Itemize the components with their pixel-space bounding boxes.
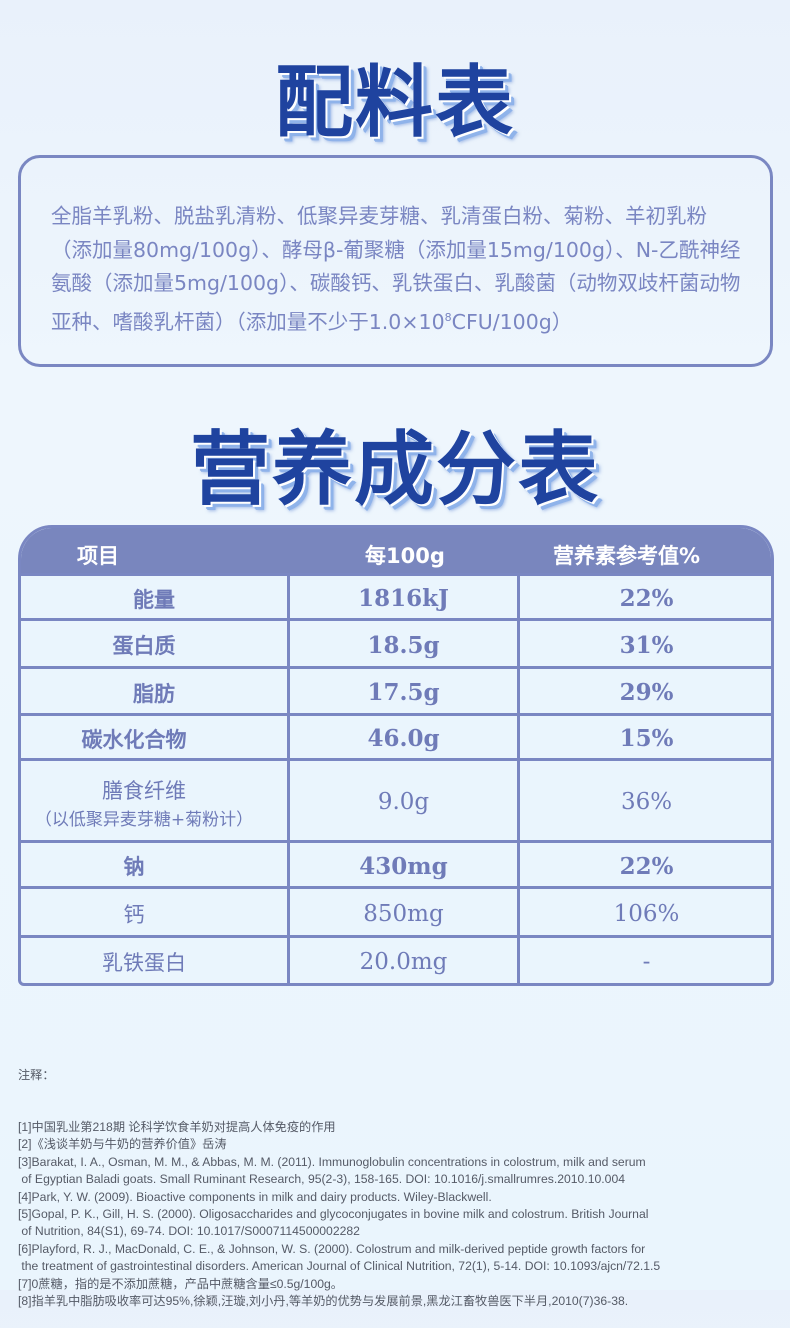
item-note: （以低聚异麦芽糖+菊粉计） xyxy=(34,809,254,830)
amount-cell: 1816kJ xyxy=(287,576,517,621)
item-cell: 蛋白质 xyxy=(21,621,287,669)
item-cell: 脂肪 xyxy=(21,669,287,716)
nrv-cell: 15% xyxy=(517,716,771,761)
item-name: 膳食纤维 xyxy=(102,778,186,803)
table-row: 钙 850mg 106% xyxy=(21,886,771,938)
item-name: 钠 xyxy=(123,855,145,879)
ingredients-tail: CFU/100g） xyxy=(451,309,573,334)
table-row: 碳水化合物 46.0g 15% xyxy=(21,713,771,761)
item-cell: 钠 xyxy=(21,843,287,889)
footnote: [7]0蔗糖，指的是不添加蔗糖，产品中蔗糖含量≤0.5g/100g。 xyxy=(18,1276,343,1291)
amount-cell: 17.5g xyxy=(287,669,517,716)
amount-cell: 850mg xyxy=(287,889,517,938)
amount-cell: 9.0g xyxy=(287,761,517,843)
item-name: 钙 xyxy=(123,902,145,927)
table-row: 能量 1816kJ 22% xyxy=(21,573,771,621)
ingredients-box: 全脂羊乳粉、脱盐乳清粉、低聚异麦芽糖、乳清蛋白粉、菊粉、羊初乳粉（添加量80mg… xyxy=(18,155,773,367)
item-cell: 碳水化合物 xyxy=(21,716,287,761)
table-row: 蛋白质 18.5g 31% xyxy=(21,618,771,669)
footnote: [5]Gopal, P. K., Gill, H. S. (2000). Oli… xyxy=(18,1207,649,1239)
item-name: 脂肪 xyxy=(133,681,175,706)
amount-cell: 46.0g xyxy=(287,716,517,761)
footnotes: 注释： [1]中国乳业第218期 论科学饮食羊奶对提高人体免疫的作用 [2]《浅谈… xyxy=(18,1032,788,1328)
nutrition-title: 营养成分表 xyxy=(190,423,600,516)
table-row: 乳铁蛋白 20.0mg - xyxy=(21,935,771,983)
nrv-cell: 29% xyxy=(517,669,771,716)
header-per-100g: 每100g xyxy=(365,544,445,568)
ingredients-text: 全脂羊乳粉、脱盐乳清粉、低聚异麦芽糖、乳清蛋白粉、菊粉、羊初乳粉（添加量80mg… xyxy=(51,204,741,334)
item-cell: 膳食纤维 （以低聚异麦芽糖+菊粉计） xyxy=(21,761,287,843)
footnote: [2]《浅谈羊奶与牛奶的营养价值》岳涛 xyxy=(18,1137,227,1152)
nrv-cell: 22% xyxy=(517,843,771,889)
item-cell: 乳铁蛋白 xyxy=(21,938,287,983)
header-item: 项目 xyxy=(77,544,119,568)
item-cell: 能量 xyxy=(21,576,287,621)
amount-cell: 20.0mg xyxy=(287,938,517,983)
item-cell: 钙 xyxy=(21,889,287,938)
footnotes-label: 注释： xyxy=(18,1067,55,1082)
table-header: 项目 每100g 营养素参考值% xyxy=(21,528,771,576)
nrv-cell: 106% xyxy=(517,889,771,938)
nrv-cell: 22% xyxy=(517,576,771,621)
ingredients-exponent: 8 xyxy=(444,310,452,324)
nutrition-table: 项目 每100g 营养素参考值% 能量 1816kJ 22% 蛋白质 18.5g… xyxy=(18,525,774,986)
item-name: 能量 xyxy=(133,587,175,612)
footnote: [8]指羊乳中脂肪吸收率可达95%,徐颖,汪璇,刘小丹,等羊奶的优势与发展前景,… xyxy=(18,1294,629,1309)
table-row: 脂肪 17.5g 29% xyxy=(21,666,771,716)
footnote: [4]Park, Y. W. (2009). Bioactive compone… xyxy=(18,1189,492,1204)
nrv-cell: 36% xyxy=(517,761,771,843)
nrv-cell: - xyxy=(517,938,771,983)
amount-cell: 18.5g xyxy=(287,621,517,669)
item-name: 蛋白质 xyxy=(112,634,176,658)
nrv-cell: 31% xyxy=(517,621,771,669)
amount-cell: 430mg xyxy=(287,843,517,889)
footnote: [6]Playford, R. J., MacDonald, C. E., & … xyxy=(18,1241,661,1274)
item-name: 碳水化合物 xyxy=(81,727,187,752)
footnote: [1]中国乳业第218期 论科学饮食羊奶对提高人体免疫的作用 xyxy=(18,1120,336,1135)
item-name: 乳铁蛋白 xyxy=(102,951,186,975)
footnote: [3]Barakat, I. A., Osman, M. M., & Abbas… xyxy=(18,1154,646,1187)
ingredients-title: 配料表 xyxy=(274,58,515,148)
table-row: 膳食纤维 （以低聚异麦芽糖+菊粉计） 9.0g 36% xyxy=(21,758,771,843)
table-row: 钠 430mg 22% xyxy=(21,840,771,889)
header-nrv: 营养素参考值% xyxy=(553,544,701,568)
